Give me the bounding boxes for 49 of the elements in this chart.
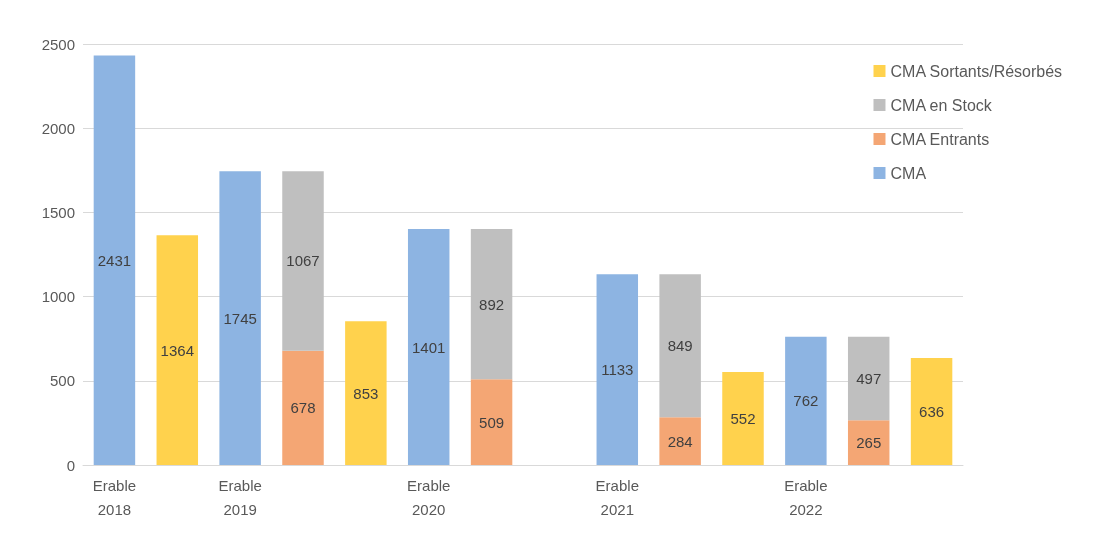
y-tick-label: 1000 xyxy=(41,288,75,306)
y-tick-label: 2500 xyxy=(41,35,75,53)
bar xyxy=(345,321,387,465)
bar xyxy=(219,171,261,465)
data-label: 509 xyxy=(479,413,505,431)
data-label: 892 xyxy=(479,295,505,313)
x-tick-label: Erable 2018 xyxy=(92,476,137,518)
x-tick-label: Erable 2021 xyxy=(595,476,639,518)
data-label: 552 xyxy=(730,410,756,428)
bar xyxy=(659,274,701,418)
data-label: 497 xyxy=(856,370,882,388)
data-label: 1401 xyxy=(412,338,446,356)
data-label: 853 xyxy=(353,384,379,402)
bar xyxy=(282,171,324,351)
data-label: 2431 xyxy=(97,251,132,269)
bar xyxy=(785,336,827,465)
legend-label: CMA en Stock xyxy=(890,96,993,114)
bar xyxy=(470,379,513,465)
bar xyxy=(722,372,764,465)
data-label: 1364 xyxy=(160,341,194,359)
data-label: 1133 xyxy=(601,361,634,379)
data-label: 762 xyxy=(793,392,819,410)
legend-label: CMA Entrants xyxy=(890,130,990,148)
bar xyxy=(596,274,639,465)
x-tick-label: Erable 2019 xyxy=(218,476,262,518)
data-label: 849 xyxy=(667,337,693,355)
data-label: 636 xyxy=(919,402,945,420)
y-tick-label: 0 xyxy=(66,456,75,474)
data-label: 678 xyxy=(290,399,316,417)
legend-label: CMA xyxy=(890,164,927,182)
bar xyxy=(407,229,450,465)
y-tick-label: 2000 xyxy=(41,119,75,137)
bar xyxy=(93,55,136,465)
data-label: 1067 xyxy=(286,252,320,270)
data-label: 1745 xyxy=(223,309,257,327)
bar xyxy=(282,350,324,465)
x-tick-label: Erable 2022 xyxy=(784,476,828,518)
legend-label: CMA Sortants/Résorbés xyxy=(890,62,1063,80)
bar xyxy=(910,357,953,465)
y-tick-label: 500 xyxy=(49,372,75,390)
data-label: 284 xyxy=(667,432,693,450)
bar xyxy=(847,336,890,421)
bar xyxy=(470,229,513,380)
bar xyxy=(156,235,199,465)
y-tick-label: 1500 xyxy=(41,203,75,221)
data-label: 265 xyxy=(856,434,882,452)
bar xyxy=(847,420,890,465)
bar xyxy=(659,417,701,465)
x-tick-label: Erable 2020 xyxy=(407,476,451,518)
